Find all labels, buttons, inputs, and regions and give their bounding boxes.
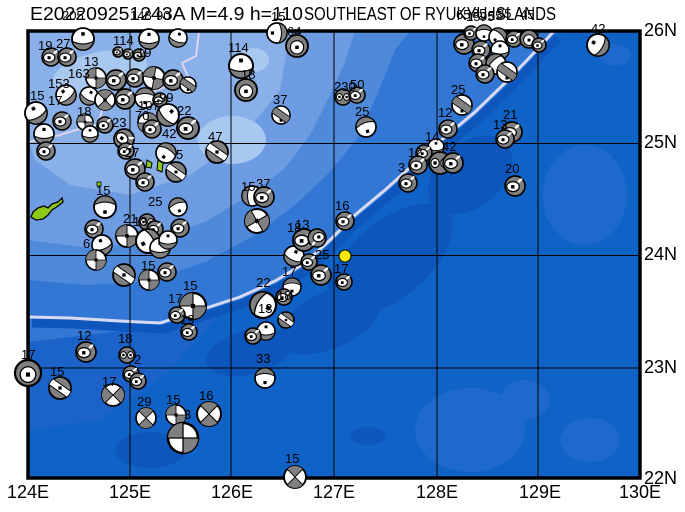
svg-text:25N: 25N (644, 132, 677, 152)
svg-text:70: 70 (135, 108, 149, 123)
svg-text:26N: 26N (644, 20, 677, 40)
svg-text:16: 16 (199, 388, 213, 403)
svg-text:15: 15 (166, 392, 180, 407)
svg-text:13: 13 (493, 117, 507, 132)
svg-text:13: 13 (133, 214, 147, 229)
svg-text:37: 37 (273, 92, 287, 107)
svg-text:25: 25 (148, 194, 162, 209)
svg-text:17: 17 (282, 264, 296, 279)
svg-text:42: 42 (162, 126, 176, 141)
svg-text:18: 18 (241, 67, 255, 82)
svg-text:12: 12 (77, 328, 91, 343)
svg-text:27: 27 (125, 145, 139, 160)
svg-text:17: 17 (102, 374, 116, 389)
svg-text:17: 17 (168, 291, 182, 306)
svg-text:25: 25 (355, 104, 369, 119)
svg-text:14: 14 (425, 129, 439, 144)
svg-text:25: 25 (315, 247, 329, 262)
svg-text:17: 17 (334, 261, 348, 276)
svg-text:22N: 22N (644, 468, 677, 488)
svg-text:55: 55 (488, 8, 502, 23)
svg-text:205: 205 (62, 8, 84, 23)
svg-text:85: 85 (472, 6, 486, 21)
svg-text:114: 114 (228, 40, 249, 55)
svg-text:13: 13 (84, 54, 98, 69)
svg-text:15: 15 (271, 9, 285, 24)
svg-text:13: 13 (295, 217, 309, 232)
svg-text:230: 230 (334, 79, 356, 94)
svg-text:127E: 127E (313, 482, 355, 502)
svg-text:5: 5 (176, 147, 183, 162)
svg-text:27: 27 (56, 36, 70, 51)
svg-text:23: 23 (112, 115, 126, 130)
svg-text:19: 19 (180, 312, 194, 327)
svg-text:15: 15 (96, 183, 110, 198)
svg-text:33: 33 (256, 351, 270, 366)
svg-text:20: 20 (505, 161, 519, 176)
svg-text:130E: 130E (619, 482, 661, 502)
svg-text:12: 12 (438, 105, 452, 120)
svg-text:18: 18 (287, 220, 301, 235)
svg-text:3: 3 (398, 160, 405, 175)
svg-text:21: 21 (503, 107, 517, 122)
svg-text:148: 148 (130, 8, 152, 23)
svg-text:90: 90 (156, 8, 170, 23)
svg-text:17: 17 (48, 93, 62, 108)
svg-text:25: 25 (451, 82, 465, 97)
svg-text:126E: 126E (211, 482, 253, 502)
svg-text:124E: 124E (7, 482, 49, 502)
svg-text:128E: 128E (416, 482, 458, 502)
svg-text:3: 3 (184, 407, 191, 422)
svg-text:37: 37 (256, 176, 270, 191)
svg-text:65: 65 (456, 7, 470, 22)
svg-text:23N: 23N (644, 357, 677, 377)
svg-text:E202209251243A M=4.9 h=110: E202209251243A M=4.9 h=110 (30, 4, 303, 24)
svg-text:16: 16 (335, 198, 349, 213)
svg-text:114: 114 (113, 33, 134, 48)
svg-text:15: 15 (30, 88, 44, 103)
svg-text:47: 47 (208, 129, 222, 144)
svg-text:42: 42 (591, 21, 605, 36)
svg-text:12: 12 (408, 145, 422, 160)
svg-text:15: 15 (141, 258, 155, 273)
svg-text:21: 21 (123, 211, 137, 226)
svg-text:42: 42 (442, 139, 456, 154)
svg-text:18: 18 (118, 331, 132, 346)
svg-text:107: 107 (138, 98, 160, 113)
svg-text:18: 18 (277, 288, 291, 303)
svg-text:15: 15 (466, 9, 480, 24)
svg-text:163: 163 (68, 66, 90, 81)
svg-text:18: 18 (77, 104, 91, 119)
svg-text:95: 95 (480, 9, 494, 24)
svg-text:13: 13 (258, 301, 272, 316)
svg-text:50: 50 (350, 77, 364, 92)
svg-text:99: 99 (159, 90, 173, 105)
svg-text:22: 22 (256, 275, 270, 290)
svg-text:17: 17 (21, 347, 35, 362)
svg-text:125E: 125E (109, 482, 151, 502)
svg-text:153: 153 (48, 76, 70, 91)
svg-text:22: 22 (177, 103, 191, 118)
svg-text:6: 6 (83, 236, 90, 251)
svg-text:SOUTHEAST OF RYUKYU ISLANDS: SOUTHEAST OF RYUKYU ISLANDS (304, 4, 556, 24)
svg-text:24N: 24N (644, 244, 677, 264)
svg-text:15: 15 (50, 364, 64, 379)
svg-text:2: 2 (134, 352, 141, 367)
svg-text:45: 45 (520, 7, 534, 22)
svg-text:129E: 129E (519, 482, 561, 502)
svg-text:15: 15 (285, 451, 299, 466)
svg-text:15: 15 (183, 278, 197, 293)
svg-text:19: 19 (38, 38, 52, 53)
svg-text:35: 35 (497, 6, 511, 21)
svg-text:29: 29 (137, 394, 151, 409)
svg-text:64: 64 (287, 24, 301, 39)
svg-text:19: 19 (137, 45, 151, 60)
svg-text:15: 15 (241, 179, 255, 194)
